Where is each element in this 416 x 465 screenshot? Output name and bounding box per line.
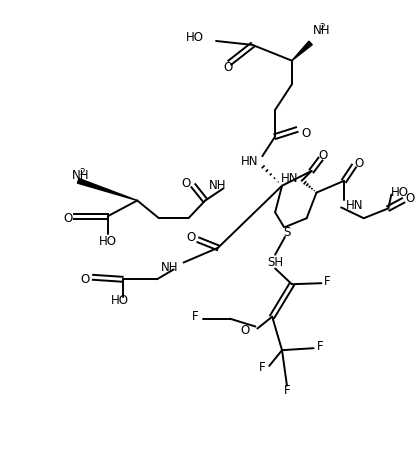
- Text: O: O: [63, 212, 72, 225]
- Text: F: F: [284, 384, 290, 397]
- Text: HO: HO: [391, 186, 409, 199]
- Text: HN: HN: [281, 173, 299, 186]
- Text: F: F: [259, 361, 265, 374]
- Text: S: S: [283, 226, 291, 239]
- Text: HO: HO: [111, 294, 129, 307]
- Text: O: O: [405, 192, 414, 205]
- Text: O: O: [81, 273, 90, 286]
- Text: HO: HO: [99, 235, 117, 248]
- Text: NH: NH: [312, 24, 330, 37]
- Text: O: O: [354, 157, 363, 170]
- Text: HN: HN: [241, 154, 258, 167]
- Text: O: O: [181, 177, 191, 190]
- Text: 2: 2: [319, 23, 325, 32]
- Text: NH: NH: [161, 261, 178, 274]
- Text: NH: NH: [72, 169, 90, 182]
- Text: SH: SH: [267, 256, 283, 269]
- Text: O: O: [319, 149, 328, 162]
- Polygon shape: [77, 179, 137, 200]
- Text: O: O: [223, 61, 233, 74]
- Polygon shape: [292, 41, 312, 60]
- Text: 2: 2: [79, 168, 85, 178]
- Text: HN: HN: [346, 199, 364, 212]
- Text: O: O: [302, 127, 311, 140]
- Text: F: F: [317, 340, 323, 353]
- Text: NH: NH: [208, 179, 226, 192]
- Text: O: O: [186, 232, 196, 245]
- Text: F: F: [192, 310, 198, 323]
- Text: F: F: [324, 275, 331, 288]
- Text: O: O: [240, 324, 250, 337]
- Text: HO: HO: [186, 31, 204, 44]
